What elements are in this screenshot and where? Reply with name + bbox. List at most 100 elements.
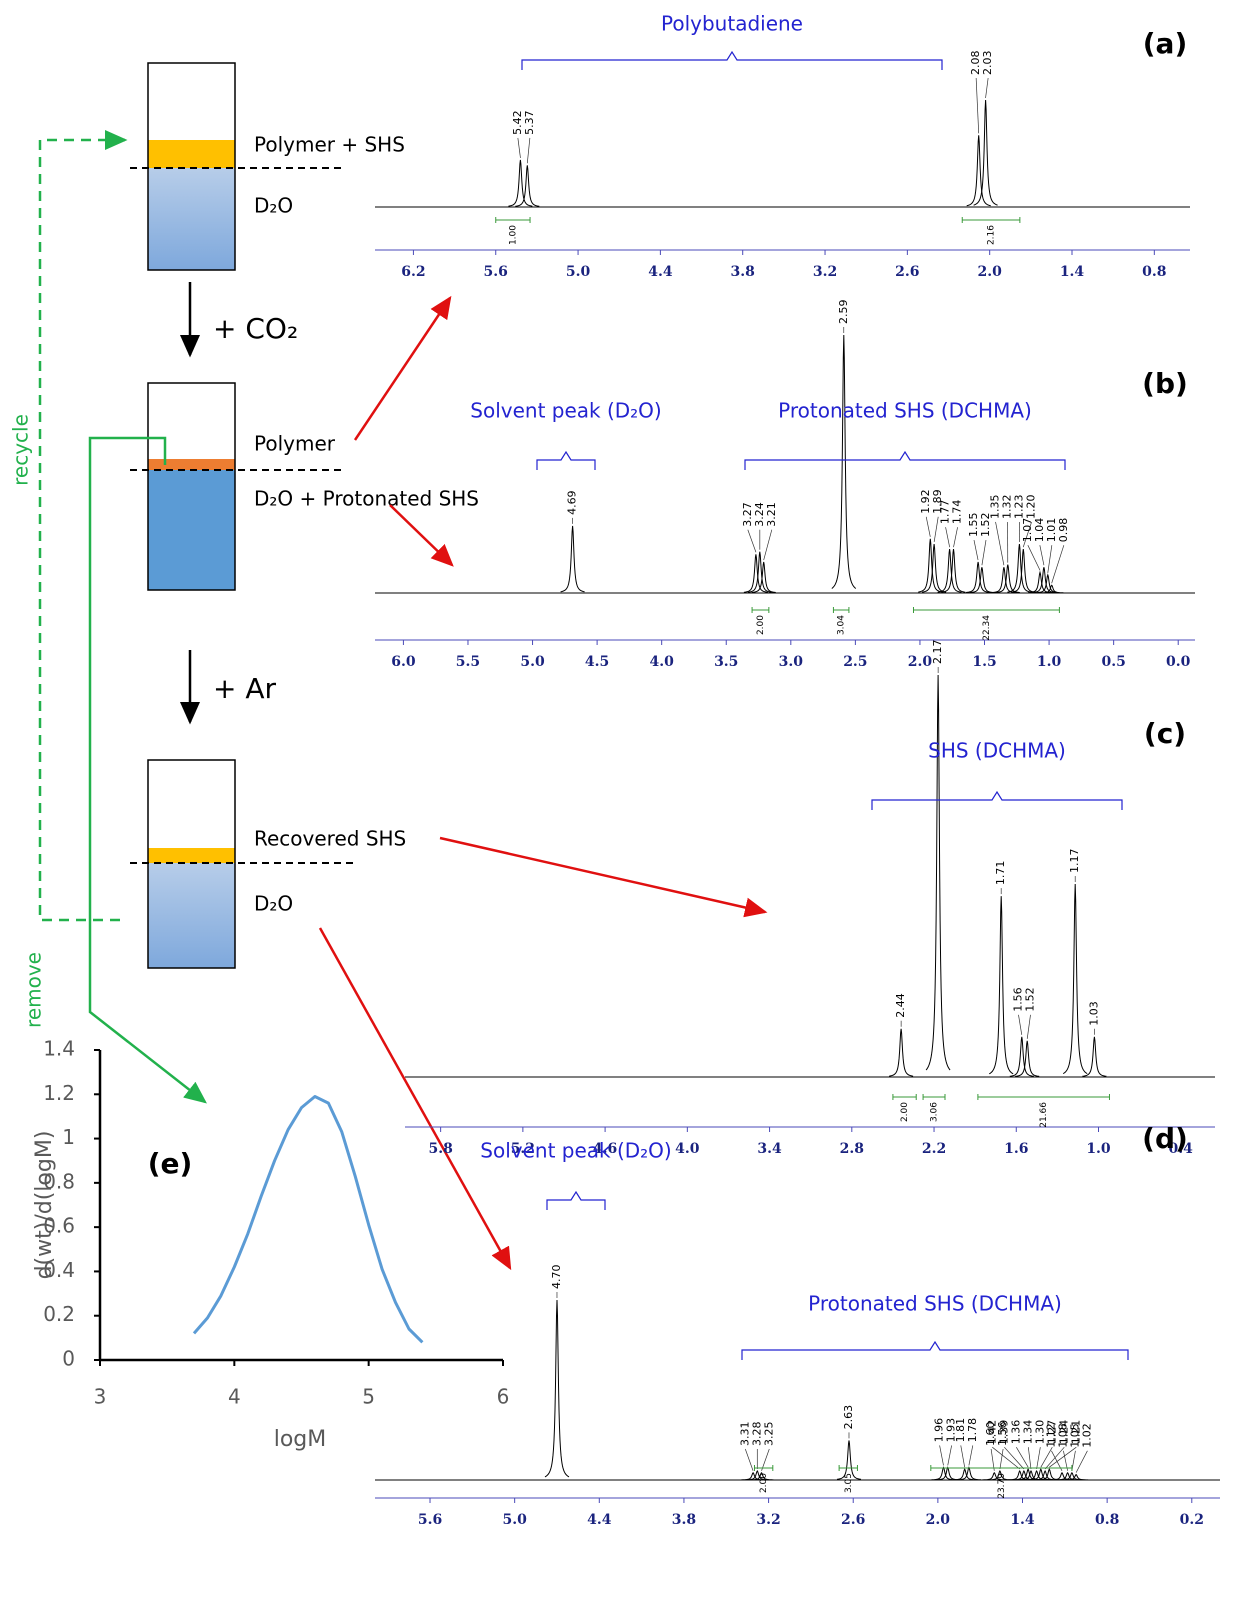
integral (751, 607, 770, 613)
peak (966, 135, 991, 207)
x-tick-label: 5.0 (566, 264, 591, 280)
panel-label: (e) (148, 1147, 193, 1180)
peak-label: 1.12 (1044, 1423, 1057, 1448)
peak (747, 551, 772, 593)
peak (952, 1468, 977, 1481)
peak-label: 1.52 (979, 513, 992, 538)
panel-label: (d) (1142, 1122, 1188, 1155)
gpc-curve (192, 1095, 424, 1344)
peak-label: 1.01 (1045, 518, 1058, 543)
x-tick-label: 0.0 (1166, 654, 1191, 670)
recycle-arrow (38, 130, 128, 922)
annotation: SHS (DCHMA) (928, 739, 1066, 763)
x-tick-label: 2.0 (978, 264, 1003, 280)
x-tick-label: 3.2 (756, 1512, 780, 1528)
peak (751, 561, 776, 593)
beaker-label: D₂O + Protonated SHS (254, 487, 479, 511)
peak-leader (1049, 1446, 1077, 1468)
peak-label: 2.59 (837, 300, 850, 325)
peak-label: 1.21 (1069, 1420, 1082, 1445)
peak-label: 2.03 (981, 51, 994, 76)
peak-label: 1.96 (933, 1418, 946, 1443)
peak-label: 2.08 (969, 51, 982, 76)
peak (1082, 1036, 1107, 1077)
x-tick-label: 2.6 (895, 264, 919, 280)
x-tick-label: 3 (94, 1385, 107, 1409)
peak (544, 1299, 570, 1478)
x-tick-label: 3.2 (813, 264, 837, 280)
x-tick-label: 0.5 (1101, 654, 1125, 670)
beaker-label: D₂O (254, 194, 293, 218)
integral-label: 1.00 (508, 225, 518, 245)
panel-label: (c) (1144, 717, 1186, 750)
x-tick-label: 4.5 (585, 654, 609, 670)
x-tick-label: 5.8 (428, 1141, 452, 1157)
annotation: Solvent peak (D₂O) (480, 1139, 671, 1163)
peak-label: 3.21 (765, 502, 778, 527)
peak-leader (933, 516, 939, 543)
y-tick-label: 0 (62, 1347, 75, 1371)
peak-leader (990, 1448, 995, 1471)
peak-label: 1.93 (945, 1418, 958, 1443)
peak-label: 1.81 (954, 1418, 967, 1443)
x-tick-label: 1.0 (1086, 1141, 1111, 1157)
integral (977, 1094, 1110, 1100)
integral (912, 607, 1060, 613)
peak-label: 1.56 (1011, 987, 1024, 1012)
annotation: Protonated SHS (DCHMA) (778, 399, 1032, 423)
integral (832, 607, 850, 613)
beaker (130, 382, 345, 591)
peak-label: 1.77 (939, 500, 952, 525)
peak (1039, 584, 1064, 594)
x-tick-label: 2.6 (841, 1512, 865, 1528)
beaker-label: D₂O (254, 892, 293, 916)
peak-leader (973, 539, 979, 561)
peak-leader (1044, 1446, 1065, 1470)
peak-label: 1.27 (1045, 1420, 1058, 1445)
y-tick-label: 1 (62, 1125, 75, 1149)
peak-label: 1.74 (951, 500, 964, 525)
integral-label: 21.66 (1039, 1102, 1049, 1128)
x-tick-label: 6 (497, 1385, 510, 1409)
peak (941, 549, 966, 593)
annotation: Solvent peak (D₂O) (470, 399, 661, 423)
integral-label: 2.00 (756, 615, 766, 635)
peak-label: 1.39 (997, 1420, 1010, 1445)
peak-leader (1051, 1450, 1063, 1471)
peak (515, 165, 540, 207)
step-label: + Ar (213, 672, 277, 705)
peak-leader (953, 527, 958, 548)
red-arrows (318, 295, 768, 1271)
annotation: Polybutadiene (661, 12, 803, 36)
peak-label: 1.55 (967, 513, 980, 538)
x-tick-label: 0.8 (1095, 1512, 1119, 1528)
peak-leader (1040, 1447, 1053, 1468)
integral-label: 2.00 (900, 1102, 910, 1122)
x-tick-label: 5.6 (484, 264, 508, 280)
peak-leader (981, 539, 987, 566)
x-tick-label: 5.0 (520, 654, 545, 670)
peak-label: 3.27 (741, 502, 754, 527)
x-tick-label: 1.6 (1004, 1141, 1028, 1157)
peak-label: 1.17 (1068, 849, 1081, 874)
x-tick-label: 4.0 (675, 1141, 700, 1157)
y-tick-label: 0.4 (43, 1258, 75, 1282)
peak-label: 1.34 (1021, 1420, 1034, 1445)
peak (989, 896, 1014, 1075)
peak (1055, 1472, 1080, 1481)
x-tick-label: 1.0 (1037, 654, 1062, 670)
peak-leader (1063, 1450, 1068, 1471)
x-tick-label: 0.8 (1142, 264, 1166, 280)
peak (966, 561, 991, 593)
integral (753, 1465, 774, 1471)
peak (1028, 1468, 1053, 1481)
peak-leader (1026, 1014, 1031, 1039)
peak (931, 1466, 956, 1481)
peak-label: 3.28 (750, 1422, 763, 1447)
peak (743, 554, 768, 593)
peak-leader (925, 516, 931, 537)
peak (995, 564, 1020, 593)
peak (560, 525, 585, 593)
beaker (130, 62, 345, 271)
